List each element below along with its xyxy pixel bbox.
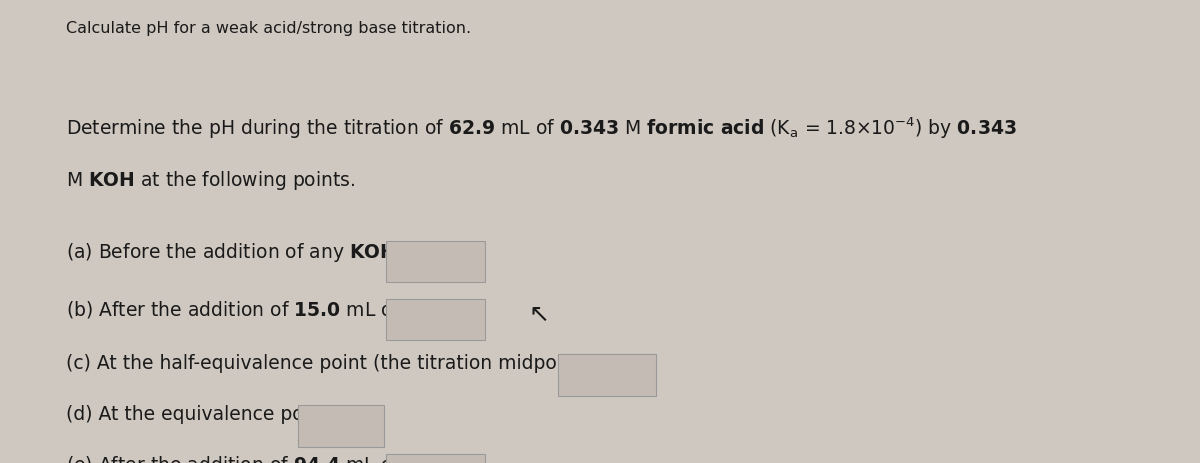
- Text: ↖: ↖: [528, 303, 550, 327]
- FancyBboxPatch shape: [558, 354, 656, 396]
- Text: (d) At the equivalence point: (d) At the equivalence point: [66, 405, 328, 424]
- Text: Calculate pH for a weak acid/strong base titration.: Calculate pH for a weak acid/strong base…: [66, 21, 472, 36]
- Text: (e) After the addition of $\mathbf{94.4}$ mL of $\mathbf{KOH}$: (e) After the addition of $\mathbf{94.4}…: [66, 454, 451, 463]
- FancyBboxPatch shape: [386, 241, 485, 282]
- Text: (c) At the half-equivalence point (the titration midpoint): (c) At the half-equivalence point (the t…: [66, 354, 588, 373]
- FancyBboxPatch shape: [386, 454, 485, 463]
- Text: (b) After the addition of $\mathbf{15.0}$ mL of $\mathbf{KOH}$: (b) After the addition of $\mathbf{15.0}…: [66, 299, 451, 319]
- Text: Determine the pH during the titration of $\mathbf{62.9}$ mL of $\mathbf{0.343}$ : Determine the pH during the titration of…: [66, 116, 1016, 141]
- FancyBboxPatch shape: [298, 405, 384, 447]
- Text: M $\mathbf{KOH}$ at the following points.: M $\mathbf{KOH}$ at the following points…: [66, 169, 355, 192]
- FancyBboxPatch shape: [386, 299, 485, 340]
- Text: (a) Before the addition of any $\mathbf{KOH}$: (a) Before the addition of any $\mathbf{…: [66, 241, 396, 264]
